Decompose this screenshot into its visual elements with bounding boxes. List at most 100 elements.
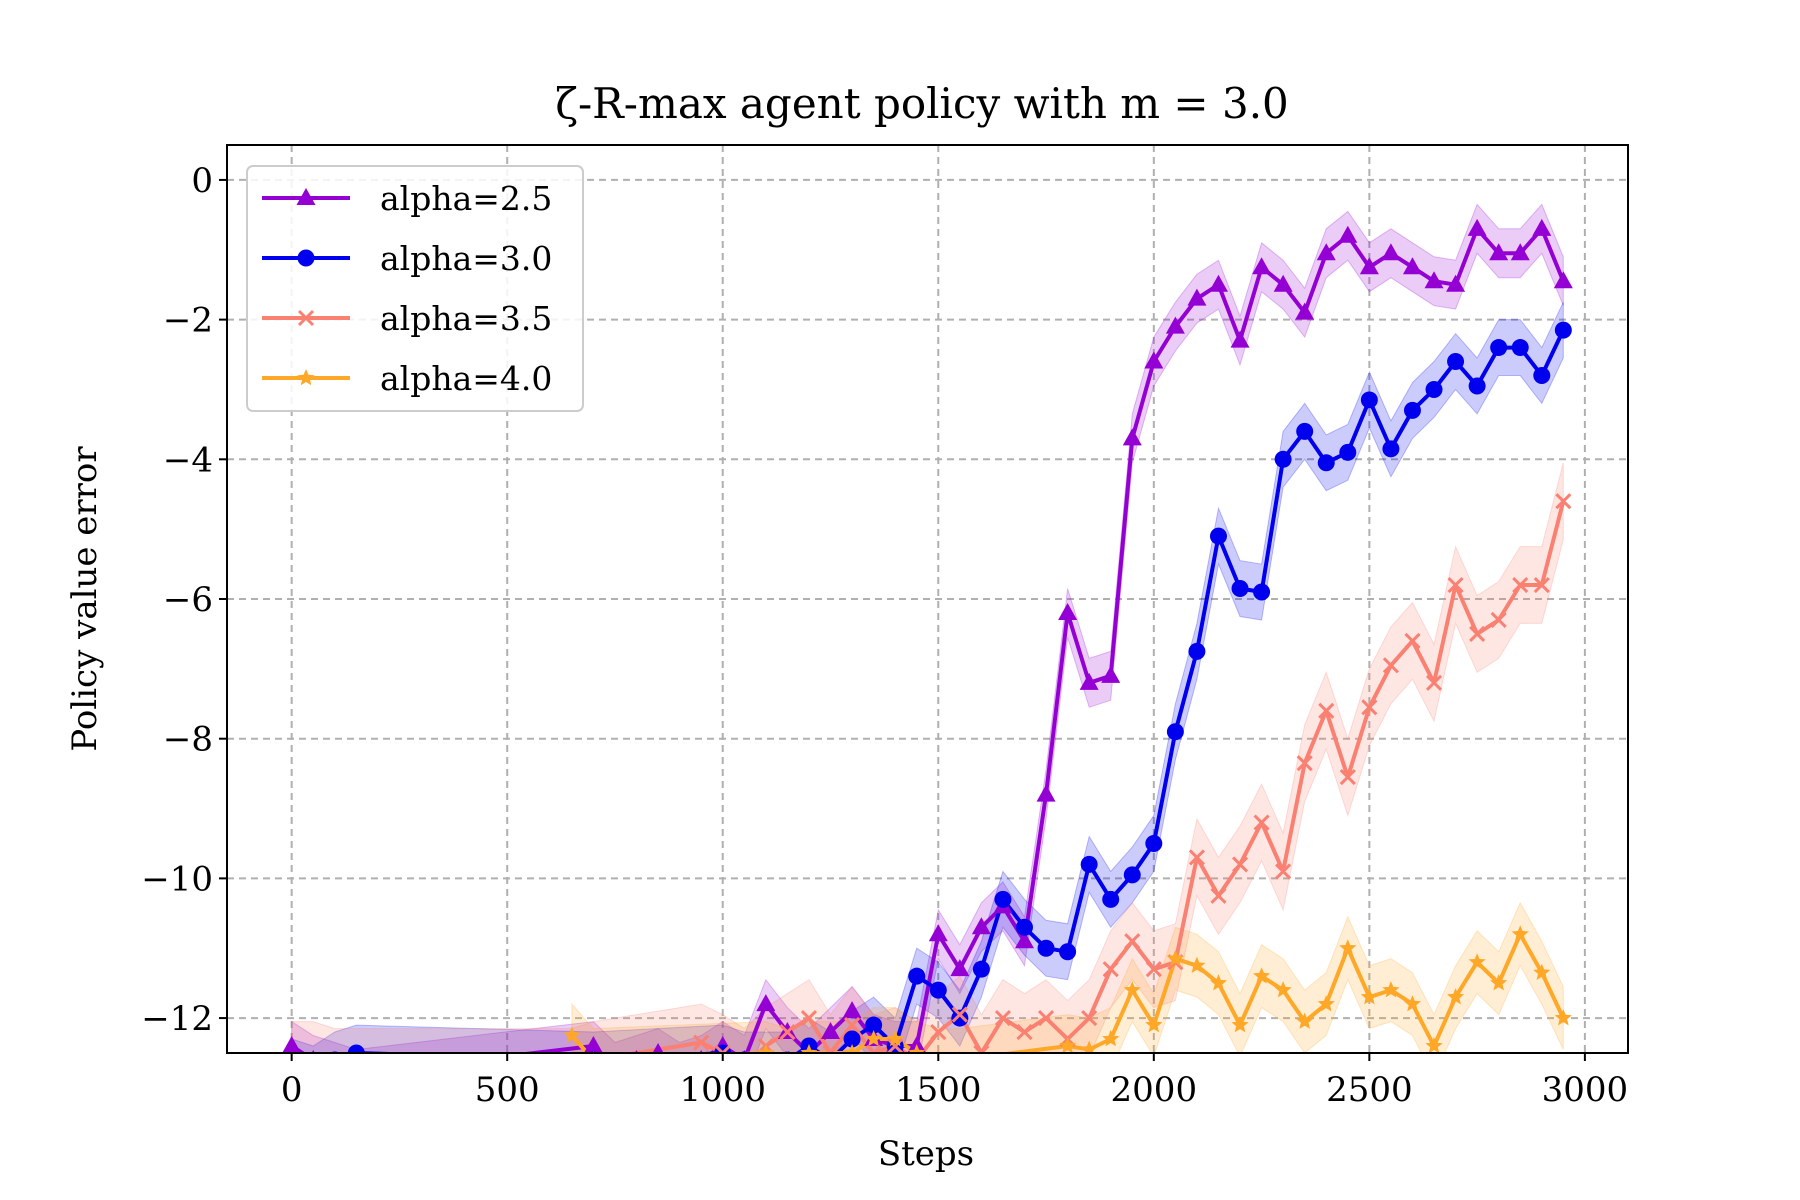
data-point xyxy=(1166,723,1184,741)
data-point xyxy=(1037,1010,1055,1027)
data-point xyxy=(1145,1016,1163,1033)
data-point xyxy=(328,1060,342,1074)
legend-item: alpha=3.5 xyxy=(262,299,552,338)
data-point xyxy=(1403,401,1421,419)
data-point xyxy=(842,1001,862,1019)
data-point xyxy=(1468,953,1486,970)
data-point xyxy=(971,917,991,935)
data-point xyxy=(1296,1012,1314,1029)
x-tick-label: 0 xyxy=(281,1070,303,1110)
data-point xyxy=(1209,974,1227,991)
data-point xyxy=(800,1044,818,1053)
data-point xyxy=(1188,642,1206,660)
data-point xyxy=(1469,625,1486,642)
data-point xyxy=(282,1036,302,1053)
x-marker-stroke xyxy=(1533,576,1550,594)
data-point xyxy=(297,369,315,386)
data-point xyxy=(1317,454,1335,472)
legend-label: alpha=3.0 xyxy=(380,239,552,278)
data-point xyxy=(1295,302,1315,320)
data-point xyxy=(1425,1037,1443,1053)
data-point xyxy=(1101,665,1121,683)
data-point xyxy=(297,309,315,327)
data-point xyxy=(994,890,1012,908)
x-marker-stroke xyxy=(1188,849,1205,866)
confidence-band xyxy=(571,901,1564,1053)
x-marker-stroke xyxy=(306,1051,309,1053)
data-point xyxy=(908,967,926,985)
x-marker-stroke xyxy=(930,1023,947,1041)
y-tick-label: −2 xyxy=(163,301,213,341)
data-point xyxy=(652,1043,664,1053)
data-point xyxy=(973,1044,990,1053)
data-point xyxy=(1510,243,1530,261)
data-point xyxy=(1210,887,1227,904)
data-point xyxy=(1123,981,1141,998)
data-point xyxy=(843,1030,861,1048)
data-point xyxy=(1317,995,1335,1012)
data-point xyxy=(844,1017,861,1034)
data-point xyxy=(1036,784,1056,802)
data-point xyxy=(1318,702,1335,719)
data-point xyxy=(950,959,970,977)
data-point xyxy=(951,1006,968,1023)
data-point xyxy=(1553,271,1573,289)
data-point xyxy=(1554,321,1572,339)
data-point xyxy=(583,1036,603,1053)
data-point xyxy=(1274,981,1292,998)
data-point xyxy=(739,1051,750,1053)
legend-box xyxy=(246,165,584,412)
data-point xyxy=(1511,339,1529,357)
x-marker-stroke xyxy=(1275,863,1292,880)
x-marker-stroke xyxy=(586,1051,589,1053)
data-point xyxy=(843,1044,861,1053)
x-marker-stroke xyxy=(979,1044,990,1053)
data-point xyxy=(865,1030,883,1047)
data-point xyxy=(297,249,315,267)
x-marker-stroke xyxy=(1512,576,1529,594)
data-point xyxy=(1122,428,1142,446)
x-tick-label: 2000 xyxy=(1111,1070,1198,1110)
data-point xyxy=(586,1051,601,1053)
legend-label: alpha=3.5 xyxy=(380,299,552,338)
x-marker-stroke xyxy=(598,1051,601,1053)
data-point xyxy=(1339,939,1357,956)
x-marker-stroke xyxy=(565,1060,579,1074)
data-point xyxy=(756,994,776,1012)
x-marker-stroke xyxy=(1016,1023,1033,1041)
data-point xyxy=(714,1044,731,1053)
data-point xyxy=(1447,353,1465,371)
data-point xyxy=(929,981,947,999)
data-point xyxy=(1511,925,1529,942)
legend-label: alpha=2.5 xyxy=(380,179,552,218)
data-point xyxy=(1316,243,1336,261)
data-point xyxy=(1079,672,1099,690)
x-marker-stroke xyxy=(865,1044,876,1053)
legend-item: alpha=2.5 xyxy=(262,179,552,218)
data-point xyxy=(1382,440,1400,458)
data-point xyxy=(1059,943,1077,961)
data-point xyxy=(1382,981,1400,998)
data-point xyxy=(1296,755,1313,772)
x-marker-stroke xyxy=(871,1044,882,1053)
x-axis-title: Steps xyxy=(878,1134,974,1174)
x-marker-stroke xyxy=(1382,657,1399,674)
data-point xyxy=(1188,849,1205,866)
data-point xyxy=(1273,274,1293,292)
x-marker-stroke xyxy=(1296,755,1313,772)
data-point xyxy=(306,1051,321,1053)
data-point xyxy=(908,1044,926,1053)
data-point xyxy=(1490,974,1508,991)
x-marker-stroke xyxy=(844,1017,861,1034)
x-marker-stroke xyxy=(887,1037,904,1053)
data-point xyxy=(909,1051,924,1053)
data-point xyxy=(1274,450,1292,468)
x-tick-label: 500 xyxy=(475,1070,540,1110)
x-marker-stroke xyxy=(1081,1010,1098,1027)
x-marker-stroke xyxy=(1318,702,1335,719)
data-point xyxy=(1124,933,1141,950)
data-point xyxy=(1533,963,1551,980)
data-point xyxy=(1081,1010,1098,1027)
y-tick-label: −10 xyxy=(141,859,213,899)
data-point xyxy=(1080,855,1098,873)
